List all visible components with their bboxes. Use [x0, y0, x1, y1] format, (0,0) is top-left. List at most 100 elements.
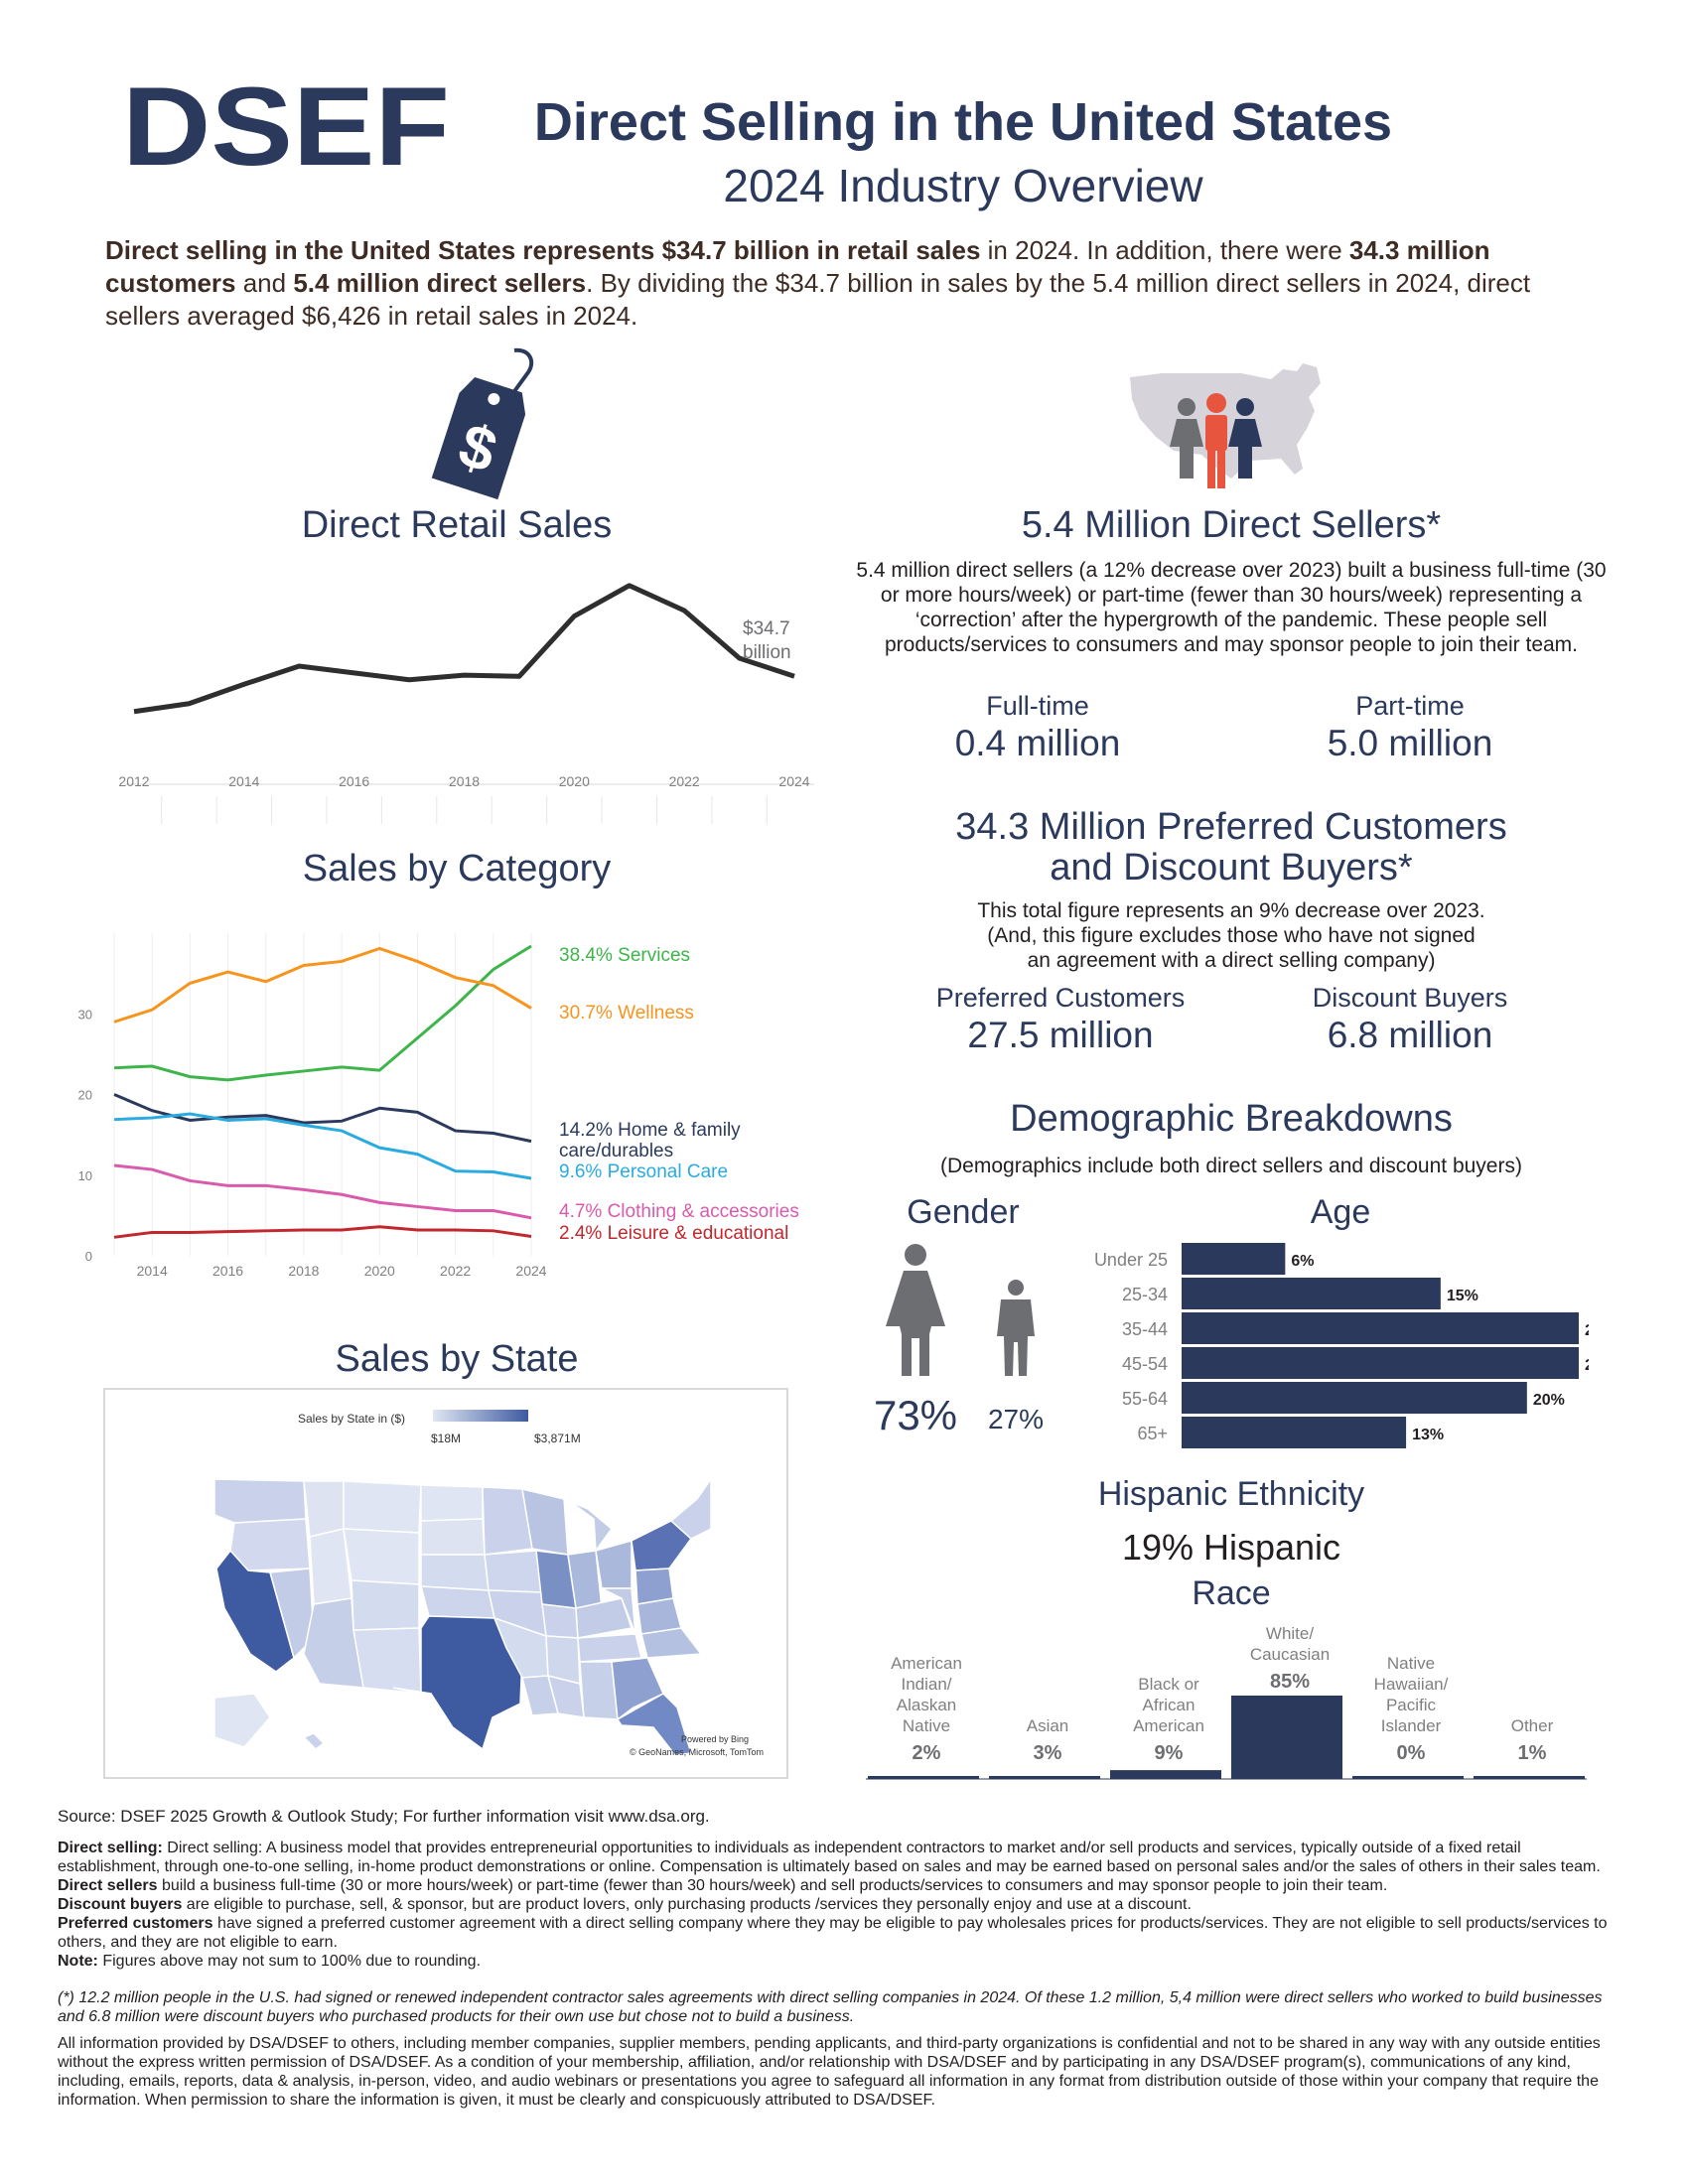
- dsef-logo-text: DSEF: [122, 69, 450, 179]
- race-title: Race: [1192, 1574, 1271, 1612]
- age-value-label: 23%: [1585, 1357, 1589, 1374]
- category-line: [113, 1225, 532, 1239]
- x-tick-label: 2022: [669, 773, 700, 789]
- preferred-customers-label: Preferred Customers: [935, 983, 1186, 1013]
- dsef-logo: DSEF: [122, 69, 450, 179]
- race-category-label: American: [1133, 1716, 1204, 1735]
- x-tick-label: 2018: [288, 1263, 319, 1279]
- def-text: build a business full-time (30 or more h…: [157, 1877, 1388, 1894]
- age-category-label: Under 25: [1094, 1250, 1168, 1270]
- def-text: have signed a preferred customer agreeme…: [58, 1915, 1608, 1951]
- y-tick-label: 0: [85, 1249, 92, 1264]
- x-tick-label: 2018: [449, 773, 480, 789]
- hispanic-value: 19% Hispanic: [1121, 1527, 1341, 1568]
- x-tick-label: 2020: [364, 1263, 395, 1279]
- def-term: Discount buyers: [58, 1896, 183, 1913]
- race-bar: [1231, 1696, 1342, 1779]
- x-tick-label: 2014: [228, 773, 259, 789]
- sellers-body: 5.4 million direct sellers (a 12% decrea…: [856, 559, 1607, 656]
- race-bar: [1110, 1770, 1221, 1779]
- race-category-label: Native: [1387, 1654, 1435, 1673]
- customers-title-2: and Discount Buyers*: [1050, 847, 1413, 888]
- definition-direct-sellers: Direct sellers build a business full-tim…: [58, 1876, 1626, 1895]
- x-tick-label: 2012: [118, 773, 149, 789]
- age-category-label: 45-54: [1122, 1354, 1168, 1374]
- category-legend-label: 30.7% Wellness: [559, 1003, 694, 1024]
- retail-sales-chart: 2012 2014 2016 2018 2020 2022 2024: [118, 583, 814, 824]
- age-bar: [1182, 1243, 1286, 1275]
- race-category-label: Hawaiian/: [1374, 1675, 1449, 1694]
- intro-bold-1: Direct selling in the United States repr…: [105, 235, 981, 265]
- us-state-map: [213, 1477, 711, 1756]
- intro-bold-2: 34.3 million customers: [105, 235, 1490, 298]
- x-tick-label: 2024: [515, 1263, 546, 1279]
- def-term: Direct sellers: [58, 1877, 158, 1894]
- customers-body-1: This total figure represents an 9% decre…: [977, 899, 1485, 922]
- intro-text-3: . By dividing the $34.7 billion in sales…: [105, 268, 1531, 331]
- race-bar: [1352, 1776, 1464, 1779]
- race-bar-chart: 2% American Indian/Alaskan Native 3% Asian 9% B…: [866, 1624, 1587, 1780]
- definition-note: Note: Figures above may not sum to 100% …: [58, 1952, 1626, 1971]
- category-line: [113, 1112, 532, 1180]
- race-category-label: African: [1143, 1696, 1196, 1714]
- customers-title-1: 34.3 Million Preferred Customers: [955, 806, 1507, 848]
- race-value-label: 0%: [1397, 1742, 1426, 1764]
- definitions: Direct selling: Direct selling: A busine…: [58, 1839, 1626, 2110]
- race-category-label: Indian/: [901, 1675, 951, 1694]
- race-category-label: Pacific: [1386, 1696, 1437, 1714]
- intro-bold-3: 5.4 million direct sellers: [293, 268, 587, 298]
- x-tick-label: 2016: [339, 773, 369, 789]
- category-line: [113, 1093, 532, 1144]
- retail-end-unit: billion: [743, 642, 791, 663]
- category-legend-label: 2.4% Leisure & educational: [559, 1223, 788, 1244]
- race-value-label: 3%: [1034, 1742, 1062, 1764]
- sellers-title: 5.4 Million Direct Sellers*: [1021, 504, 1442, 546]
- race-category-label: Native: [903, 1716, 950, 1735]
- age-bar: [1182, 1382, 1527, 1414]
- def-text: are eligible to purchase, sell, & sponso…: [182, 1896, 1192, 1913]
- fulltime-value: 0.4 million: [954, 723, 1121, 763]
- def-term: Direct selling:: [58, 1840, 163, 1856]
- state-legend-max: $3,871M: [534, 1432, 581, 1445]
- hispanic-title: Hispanic Ethnicity: [1097, 1475, 1365, 1513]
- age-category-label: 55-64: [1122, 1389, 1168, 1409]
- definition-direct-selling: Direct selling: Direct selling: A busine…: [58, 1839, 1626, 1876]
- y-tick-label: 20: [78, 1088, 92, 1103]
- race-category-label: American: [891, 1654, 962, 1673]
- state-legend-min: $18M: [431, 1432, 462, 1445]
- def-text: Direct selling: A business model that pr…: [58, 1840, 1601, 1875]
- race-category-label: Islander: [1381, 1716, 1442, 1735]
- age-bar: [1182, 1417, 1407, 1448]
- retail-title: Direct Retail Sales: [301, 504, 613, 546]
- age-category-label: 65+: [1137, 1424, 1168, 1443]
- category-line: [113, 946, 532, 1024]
- category-legend-label: 4.7% Clothing & accessories: [559, 1201, 799, 1222]
- page-title: Direct Selling in the United States: [533, 92, 1393, 152]
- customers-body-3: an agreement with a direct selling compa…: [1027, 949, 1436, 972]
- preferred-customers-value: 27.5 million: [967, 1015, 1154, 1055]
- state-map-frame: Sales by State in ($) $18M $3,871M: [103, 1388, 788, 1779]
- x-tick-label: 2024: [778, 773, 809, 789]
- race-bar: [868, 1776, 979, 1779]
- age-category-label: 25-34: [1122, 1285, 1168, 1304]
- fulltime-label: Full-time: [986, 691, 1089, 721]
- age-value-label: 6%: [1291, 1253, 1314, 1270]
- age-title: Age: [1310, 1193, 1371, 1231]
- state-legend-gradient: [433, 1410, 528, 1422]
- age-bar-chart: Under 25 6% 25-34 15% 35-44 23% 45-54 23% 55-64 2…: [1094, 1243, 1589, 1448]
- category-legend-label: 38.4% Services: [559, 945, 690, 966]
- race-category-label: Other: [1511, 1716, 1554, 1735]
- x-tick-label: 2020: [559, 773, 590, 789]
- age-value-label: 20%: [1533, 1392, 1565, 1409]
- age-bar: [1182, 1347, 1579, 1379]
- age-value-label: 15%: [1447, 1288, 1478, 1304]
- y-tick-label: 10: [78, 1168, 92, 1183]
- race-category-label: Asian: [1027, 1716, 1069, 1735]
- category-legend-label: 14.2% Home & family care/durables: [559, 1120, 741, 1161]
- x-tick-label: 2016: [212, 1263, 243, 1279]
- state-legend-title: Sales by State in ($): [298, 1412, 406, 1426]
- map-credit-2: © GeoNames, Microsoft, TomTom: [630, 1747, 764, 1757]
- definition-discount-buyers: Discount buyers are eligible to purchase…: [58, 1895, 1626, 1914]
- discount-buyers-value: 6.8 million: [1327, 1015, 1493, 1055]
- def-term: Preferred customers: [58, 1915, 213, 1932]
